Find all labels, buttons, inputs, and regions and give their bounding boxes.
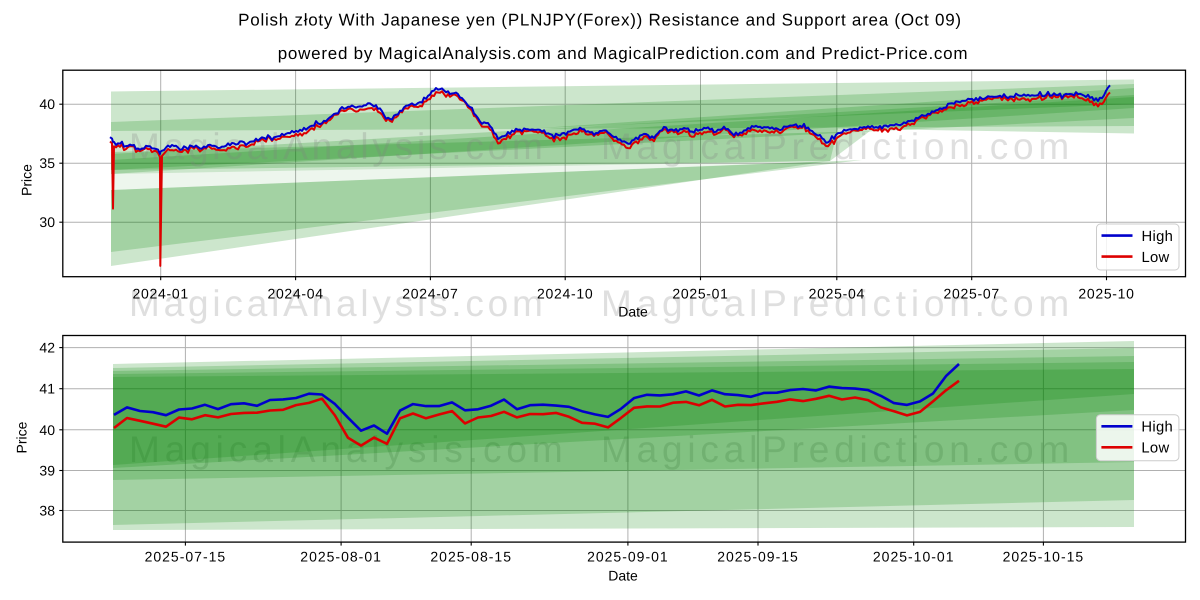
svg-text:2025-10: 2025-10: [1078, 285, 1134, 301]
svg-text:2025-09-01: 2025-09-01: [587, 549, 669, 565]
svg-text:38: 38: [39, 503, 55, 519]
svg-text:2025-04: 2025-04: [809, 285, 865, 301]
svg-text:High: High: [1142, 229, 1174, 245]
svg-text:35: 35: [39, 155, 55, 171]
svg-text:2024-04: 2024-04: [267, 285, 323, 301]
svg-text:2024-07: 2024-07: [402, 285, 458, 301]
svg-text:41: 41: [39, 381, 55, 397]
svg-text:MagicalPrediction.com: MagicalPrediction.com: [601, 429, 1074, 470]
svg-text:2025-08-01: 2025-08-01: [300, 549, 382, 565]
svg-text:42: 42: [39, 340, 55, 356]
svg-text:2025-10-15: 2025-10-15: [1003, 549, 1085, 565]
svg-text:MagicalAnalysis.com: MagicalAnalysis.com: [129, 283, 547, 324]
svg-text:Price: Price: [19, 164, 35, 196]
svg-text:MagicalPrediction.com: MagicalPrediction.com: [601, 126, 1074, 167]
svg-text:powered by MagicalAnalysis.com: powered by MagicalAnalysis.com and Magic…: [278, 44, 969, 63]
svg-text:Polish złoty With Japanese yen: Polish złoty With Japanese yen (PLNJPY(F…: [238, 11, 962, 30]
svg-text:40: 40: [39, 422, 55, 438]
svg-text:2024-01: 2024-01: [133, 285, 189, 301]
svg-text:MagicalPrediction.com: MagicalPrediction.com: [601, 283, 1074, 324]
svg-text:2024-10: 2024-10: [537, 285, 593, 301]
svg-text:30: 30: [39, 214, 55, 230]
svg-text:High: High: [1141, 420, 1173, 436]
svg-text:2025-08-15: 2025-08-15: [430, 549, 512, 565]
svg-text:Low: Low: [1142, 250, 1170, 266]
svg-text:2025-09-15: 2025-09-15: [717, 549, 799, 565]
svg-text:2025-07: 2025-07: [944, 285, 1000, 301]
svg-text:Price: Price: [14, 421, 30, 453]
svg-text:Date: Date: [608, 568, 638, 584]
svg-text:2025-10-01: 2025-10-01: [873, 549, 955, 565]
svg-text:Low: Low: [1141, 441, 1169, 457]
svg-text:Date: Date: [618, 304, 648, 320]
svg-text:2025-01: 2025-01: [672, 285, 728, 301]
svg-text:39: 39: [39, 463, 55, 479]
svg-text:2025-07-15: 2025-07-15: [145, 549, 227, 565]
svg-text:40: 40: [39, 96, 55, 112]
